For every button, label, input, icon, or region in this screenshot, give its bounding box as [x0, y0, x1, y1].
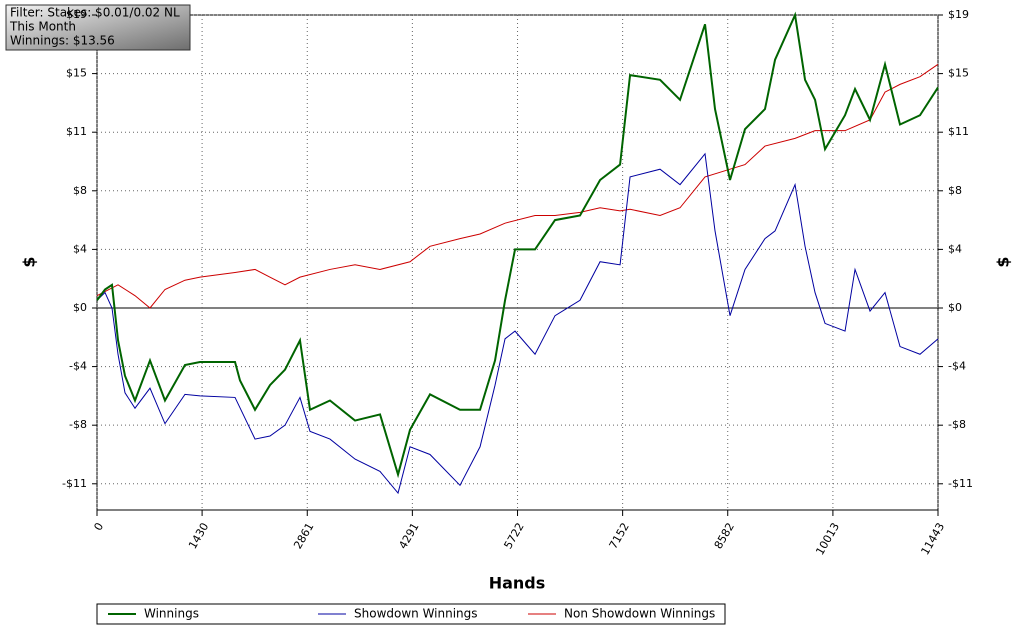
x-tick-label: 8582: [712, 521, 737, 552]
y-tick-label: -$4: [69, 360, 87, 373]
y-tick-label-right: $19: [948, 8, 969, 21]
x-tick-label: 4291: [396, 521, 421, 552]
y-tick-label: -$8: [69, 418, 87, 431]
plot-area: [96, 11, 939, 510]
legend-label: Winnings: [144, 607, 199, 621]
filter-text: Winnings: $13.56: [10, 34, 115, 48]
y-tick-label: $4: [73, 242, 87, 255]
y-tick-label-right: $0: [948, 301, 962, 314]
x-tick-label: 5722: [501, 521, 526, 552]
x-tick-label: 7152: [607, 521, 632, 552]
x-tick-label: 1430: [186, 521, 211, 552]
filter-box: [5, 4, 191, 51]
series-line: [96, 152, 939, 495]
y-tick-label-right: -$4: [948, 360, 966, 373]
x-axis-label: Hands: [489, 574, 546, 593]
y-axis-label-right: $: [994, 256, 1013, 267]
series-line: [96, 11, 939, 479]
legend: [96, 603, 726, 625]
legend-label: Showdown Winnings: [354, 607, 478, 621]
y-tick-label: $0: [73, 301, 87, 314]
x-tick-label: 2861: [291, 521, 316, 552]
y-tick-label-right: $15: [948, 67, 969, 80]
x-tick-label: 11443: [918, 521, 947, 558]
y-tick-label-right: $8: [948, 184, 962, 197]
x-tick-label: 0: [91, 521, 106, 534]
y-tick-label: $11: [66, 125, 87, 138]
y-tick-label: $8: [73, 184, 87, 197]
y-tick-label-right: $4: [948, 242, 962, 255]
filter-text: Filter: Stakes: $0.01/0.02 NL: [10, 6, 180, 20]
filter-text: This Month: [9, 20, 76, 34]
legend-label: Non Showdown Winnings: [564, 607, 715, 621]
y-tick-label-right: -$8: [948, 418, 966, 431]
x-tick-label: 10013: [813, 521, 842, 558]
y-tick-label: $15: [66, 67, 87, 80]
y-tick-label: $19: [66, 8, 87, 21]
y-tick-label-right: -$11: [948, 477, 973, 490]
y-tick-label: -$11: [62, 477, 87, 490]
y-tick-label-right: $11: [948, 125, 969, 138]
y-axis-label: $: [20, 256, 39, 267]
series-line: [96, 63, 939, 309]
